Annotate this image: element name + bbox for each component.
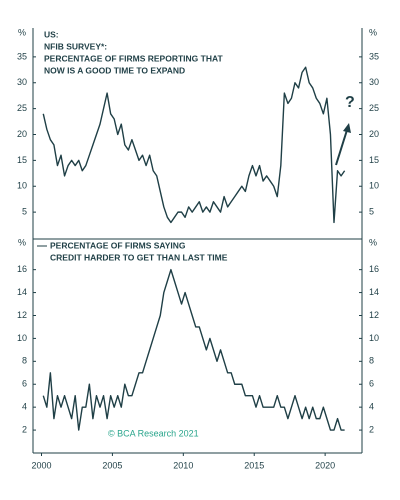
y-tick-label: 14 (17, 287, 27, 297)
y-unit: % (18, 27, 26, 37)
y-tick-label: 4 (369, 402, 374, 412)
y-tick-label: 6 (369, 379, 374, 389)
y-tick-label: 15 (17, 155, 27, 165)
chart-title: US: (44, 29, 59, 39)
y-tick-label: 10 (17, 181, 27, 191)
y-tick-label: 20 (369, 129, 379, 139)
y-unit: % (369, 27, 377, 37)
data-line (42, 66, 346, 224)
y-unit: % (369, 237, 377, 247)
x-tick-label: 2005 (102, 460, 122, 470)
y-tick-label: 25 (17, 103, 27, 113)
y-tick-label: 14 (369, 287, 379, 297)
y-tick-label: 10 (369, 333, 379, 343)
chart-title: NFIB SURVEY*: (44, 41, 107, 51)
y-tick-label: 4 (22, 402, 27, 412)
y-tick-label: 12 (17, 310, 27, 320)
y-tick-label: 6 (22, 379, 27, 389)
y-tick-label: 30 (369, 77, 379, 87)
data-line (42, 268, 345, 431)
y-tick-label: 10 (369, 181, 379, 191)
y-tick-label: 8 (22, 356, 27, 366)
x-tick-label: 2020 (315, 460, 335, 470)
chart-title: NOW IS A GOOD TIME TO EXPAND (44, 65, 185, 75)
y-tick-label: 35 (17, 51, 27, 61)
y-tick-label: 16 (369, 264, 379, 274)
annotation: ? (345, 94, 355, 111)
y-tick-label: 25 (369, 103, 379, 113)
x-tick-label: 2000 (31, 460, 51, 470)
chart-title: PERCENTAGE OF FIRMS SAYING (50, 240, 186, 250)
y-tick-label: 16 (17, 264, 27, 274)
y-tick-label: 20 (17, 129, 27, 139)
y-tick-label: 5 (369, 207, 374, 217)
y-tick-label: 2 (22, 424, 27, 434)
chart-title: CREDIT HARDER TO GET THAN LAST TIME (50, 252, 228, 262)
arrow-head (343, 123, 351, 133)
arrow (335, 129, 348, 166)
y-tick-label: 8 (369, 356, 374, 366)
y-tick-label: 30 (17, 77, 27, 87)
x-tick-label: 2015 (244, 460, 264, 470)
y-tick-label: 2 (369, 424, 374, 434)
y-tick-label: 12 (369, 310, 379, 320)
y-tick-label: 5 (22, 207, 27, 217)
y-unit: % (18, 237, 26, 247)
chart-title: PERCENTAGE OF FIRMS REPORTING THAT (44, 53, 223, 63)
y-tick-label: 15 (369, 155, 379, 165)
x-tick-label: 2010 (173, 460, 193, 470)
y-tick-label: 35 (369, 51, 379, 61)
y-tick-label: 10 (17, 333, 27, 343)
source: © BCA Research 2021 (108, 428, 199, 438)
